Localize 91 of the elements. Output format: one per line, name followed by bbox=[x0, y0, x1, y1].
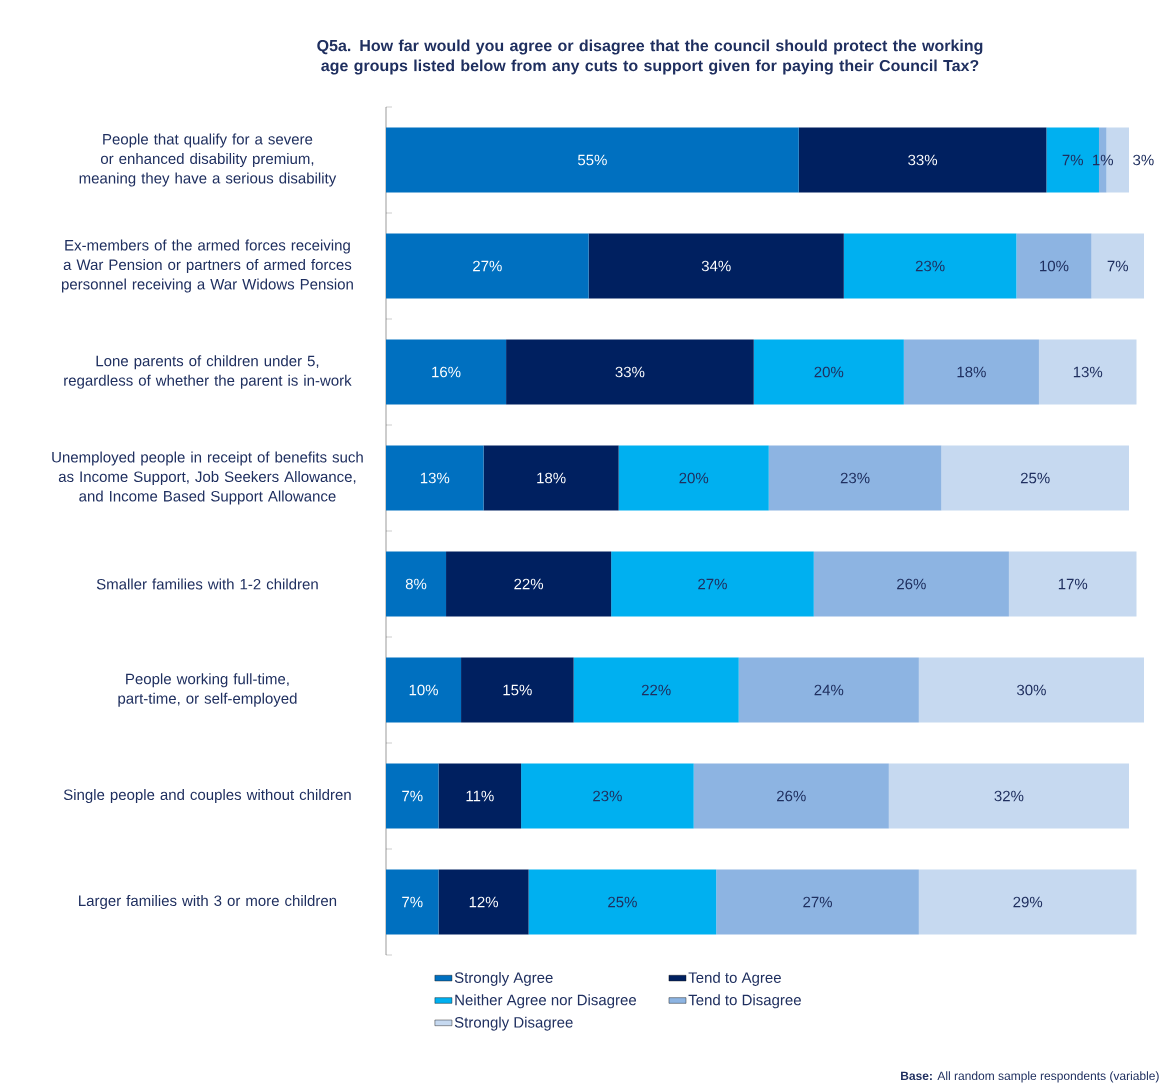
bar bbox=[386, 233, 589, 299]
bar bbox=[386, 869, 439, 935]
text: Base: All random sample respondents (variable) bbox=[901, 1071, 1159, 1083]
data-label: 27% bbox=[698, 578, 727, 590]
legend-label: Tend to Agree bbox=[688, 971, 781, 986]
data-label: 17% bbox=[1058, 578, 1088, 590]
data-label: 12% bbox=[469, 896, 499, 908]
legend-label: Tend to Disagree bbox=[688, 994, 801, 1009]
data-label: 8% bbox=[405, 578, 427, 590]
data-label: 16% bbox=[432, 366, 461, 378]
bar bbox=[588, 233, 844, 299]
data-label: 33% bbox=[908, 154, 938, 166]
data-label: 23% bbox=[593, 790, 622, 802]
y-tick-label: Single people and couples without children bbox=[63, 789, 351, 803]
bar bbox=[386, 551, 447, 617]
bar bbox=[768, 445, 942, 511]
data-label: 7% bbox=[402, 790, 423, 802]
data-label: 27% bbox=[803, 896, 833, 908]
bar bbox=[1091, 233, 1145, 299]
bar bbox=[386, 445, 484, 511]
bar bbox=[843, 233, 1017, 299]
data-label: 18% bbox=[537, 472, 566, 484]
bar bbox=[386, 127, 799, 193]
bar bbox=[918, 869, 1137, 935]
data-label: 23% bbox=[915, 260, 945, 272]
data-label: 11% bbox=[466, 790, 494, 802]
bar bbox=[941, 445, 1129, 511]
bar bbox=[521, 763, 694, 829]
y-tick-label: Lone parents of children under 5, regardless of whether the parent is in-work bbox=[64, 355, 352, 389]
data-label: 29% bbox=[1013, 896, 1043, 908]
bar bbox=[618, 445, 769, 511]
bar bbox=[483, 445, 619, 511]
data-label: 13% bbox=[1073, 366, 1103, 378]
data-label: 18% bbox=[957, 366, 986, 378]
y-tick-label: People working full-time, part-time, or self-employed bbox=[118, 673, 297, 707]
data-label: 20% bbox=[814, 366, 844, 378]
legend-label: Strongly Disagree bbox=[454, 1016, 573, 1031]
data-label: 26% bbox=[897, 578, 926, 590]
data-label: 23% bbox=[840, 472, 870, 484]
data-label: 7% bbox=[402, 896, 423, 908]
bar bbox=[888, 763, 1129, 829]
bar bbox=[386, 339, 507, 405]
y-tick-label: Unemployed people in receipt of benefits such as Income Support, Job Seekers Allowance, and Income Based Support Allowance bbox=[52, 451, 363, 505]
bar bbox=[611, 551, 814, 617]
data-label: 3% bbox=[1133, 154, 1154, 166]
bar bbox=[1016, 233, 1092, 299]
data-label: 22% bbox=[641, 684, 671, 696]
legend-label: Strongly Agree bbox=[454, 971, 553, 986]
data-label: 32% bbox=[994, 790, 1024, 802]
bar bbox=[918, 657, 1145, 723]
data-label: 34% bbox=[701, 260, 731, 272]
bar bbox=[438, 763, 522, 829]
y-tick-label: Smaller families with 1-2 children bbox=[96, 578, 318, 590]
data-label: 7% bbox=[1062, 154, 1084, 166]
data-label: 33% bbox=[615, 366, 645, 378]
bar bbox=[461, 657, 574, 723]
data-label: 10% bbox=[1040, 260, 1069, 272]
data-label: 22% bbox=[514, 578, 544, 590]
bar bbox=[738, 657, 919, 723]
legend-label: Neither Agree nor Disagree bbox=[455, 994, 637, 1009]
data-label: 13% bbox=[420, 472, 450, 484]
bar bbox=[693, 763, 889, 829]
y-tick-label: Ex-members of the armed forces receiving a War Pension or partners of armed forces personnel receiving a War Widows Pension bbox=[61, 239, 353, 293]
bar bbox=[1038, 339, 1137, 405]
bar bbox=[798, 127, 1047, 193]
data-label: 10% bbox=[409, 684, 438, 696]
bar bbox=[506, 339, 754, 405]
data-label: 15% bbox=[503, 684, 532, 696]
data-label: 55% bbox=[577, 154, 607, 166]
y-tick-label: People that qualify for a severe or enhanced disability premium, meaning they have a serious disability bbox=[79, 133, 337, 187]
bar bbox=[446, 551, 612, 617]
data-label: 25% bbox=[608, 896, 637, 908]
bar bbox=[903, 339, 1039, 405]
bar bbox=[573, 657, 739, 723]
bar bbox=[753, 339, 904, 405]
y-tick-label: Larger families with 3 or more children bbox=[79, 895, 337, 909]
bar bbox=[1008, 551, 1137, 617]
bar bbox=[438, 869, 529, 935]
chart-title: Q5a. How far would you agree or disagree that the council should protect the working age groups listed below from any cuts to support given for paying their Council Tax? bbox=[317, 39, 983, 75]
bar bbox=[386, 763, 439, 829]
data-label: 24% bbox=[814, 684, 844, 696]
bar bbox=[528, 869, 717, 935]
bar bbox=[813, 551, 1009, 617]
bar bbox=[716, 869, 919, 935]
data-label: 27% bbox=[473, 260, 502, 272]
data-label: 26% bbox=[777, 790, 806, 802]
data-label: 7% bbox=[1107, 260, 1129, 272]
data-label: 20% bbox=[679, 472, 709, 484]
data-label: 30% bbox=[1016, 684, 1046, 696]
bar bbox=[386, 657, 462, 723]
data-label: 25% bbox=[1020, 472, 1050, 484]
